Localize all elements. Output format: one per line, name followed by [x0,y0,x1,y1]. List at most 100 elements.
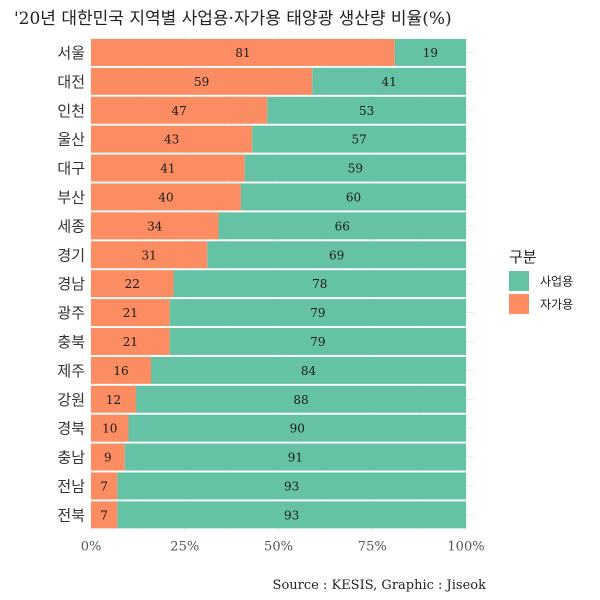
category-label: 충남 [57,449,85,467]
bar-segment-saeobyong [252,125,466,153]
bar-segment-saeobyong [173,270,466,298]
data-label: 21 [123,306,138,320]
tick-label: 25% [170,539,199,554]
data-label: 21 [123,335,138,349]
chart-caption: Source : KESIS, Graphic : Jiseok [273,578,487,593]
data-label: 59 [348,162,363,176]
data-label: 78 [312,277,327,291]
data-label: 57 [351,133,366,147]
tick-label: 50% [264,539,293,554]
bar-segment-jagayong [91,241,208,269]
legend-label: 자가용 [540,298,573,312]
bar-segment-saeobyong [128,414,466,442]
bar-segment-saeobyong [244,154,466,182]
category-label: 부산 [57,188,85,206]
bar-segment-jagayong [91,96,268,124]
bar-segment-saeobyong [169,327,466,355]
category-label: 경기 [57,246,85,264]
bar-segment-jagayong [91,125,253,153]
data-label: 34 [147,219,163,233]
data-label: 31 [141,248,156,262]
category-label: 대구 [57,160,85,178]
data-label: 66 [335,219,350,233]
data-label: 59 [194,75,209,89]
data-label: 41 [381,75,396,89]
bar-segment-jagayong [91,327,170,355]
data-label: 41 [160,162,175,176]
bar-segment-saeobyong [169,299,466,327]
bar-segment-saeobyong [124,443,466,471]
bar-segment-saeobyong [117,472,466,500]
chart-title: '20년 대한민국 지역별 사업용·자가용 태양광 생산량 비율(%) [14,9,452,29]
bar-segment-jagayong [91,414,129,442]
category-label: 경북 [57,420,85,438]
bar-segment-jagayong [91,270,174,298]
bar-segment-saeobyong [312,67,466,95]
legend-swatch [509,294,529,314]
category-label: 충북 [57,333,85,351]
bars-layer [91,38,466,529]
category-label: 전북 [57,506,85,524]
data-label: 9 [104,451,112,465]
data-label: 47 [171,104,186,118]
data-label: 79 [310,306,325,320]
category-label: 대전 [57,73,85,91]
data-label: 40 [158,190,173,204]
bar-segment-saeobyong [207,241,466,269]
data-label: 84 [301,364,317,378]
category-label: 서울 [57,44,85,62]
data-label: 69 [329,248,344,262]
category-label: 경남 [57,275,85,293]
bar-segment-saeobyong [241,183,466,211]
legend-title: 구분 [509,248,537,266]
legend-label: 사업용 [540,275,573,289]
bar-segment-jagayong [91,443,125,471]
data-label: 91 [288,451,303,465]
category-label: 강원 [57,391,85,409]
category-label: 전남 [57,477,85,495]
data-label: 22 [125,277,140,291]
bar-segment-jagayong [91,356,151,384]
bar-segment-saeobyong [117,501,466,529]
bar-segment-jagayong [91,154,245,182]
data-label: 88 [293,393,308,407]
category-label: 광주 [57,304,85,322]
tick-label: 100% [447,539,484,554]
tick-label: 75% [358,539,387,554]
data-label: 7 [100,508,108,522]
bar-segment-jagayong [91,38,395,66]
data-label: 7 [100,479,108,493]
bar-segment-jagayong [91,501,118,529]
data-label: 16 [113,364,128,378]
bar-segment-saeobyong [394,38,466,66]
data-label: 90 [290,422,305,436]
bar-segment-saeobyong [267,96,466,124]
value-axis: 0% 25% 50% 75% 100% [81,539,485,554]
tick-label: 0% [81,539,102,554]
bar-segment-saeobyong [136,385,466,413]
bar-segment-jagayong [91,299,170,327]
category-label: 인천 [57,102,85,120]
data-label: 93 [284,508,299,522]
data-label: 43 [164,133,179,147]
data-label: 60 [346,190,361,204]
bar-segment-jagayong [91,67,313,95]
data-label: 12 [106,393,121,407]
data-label: 93 [284,479,299,493]
data-label: 19 [423,46,438,60]
data-label: 53 [359,104,374,118]
bar-segment-jagayong [91,472,118,500]
bar-segment-jagayong [91,212,219,240]
bar-segment-jagayong [91,183,241,211]
data-label: 79 [310,335,325,349]
bar-segment-jagayong [91,385,136,413]
legend-swatch [509,271,529,291]
data-label: 10 [102,422,117,436]
category-label: 세종 [57,217,85,235]
bar-segment-saeobyong [218,212,466,240]
